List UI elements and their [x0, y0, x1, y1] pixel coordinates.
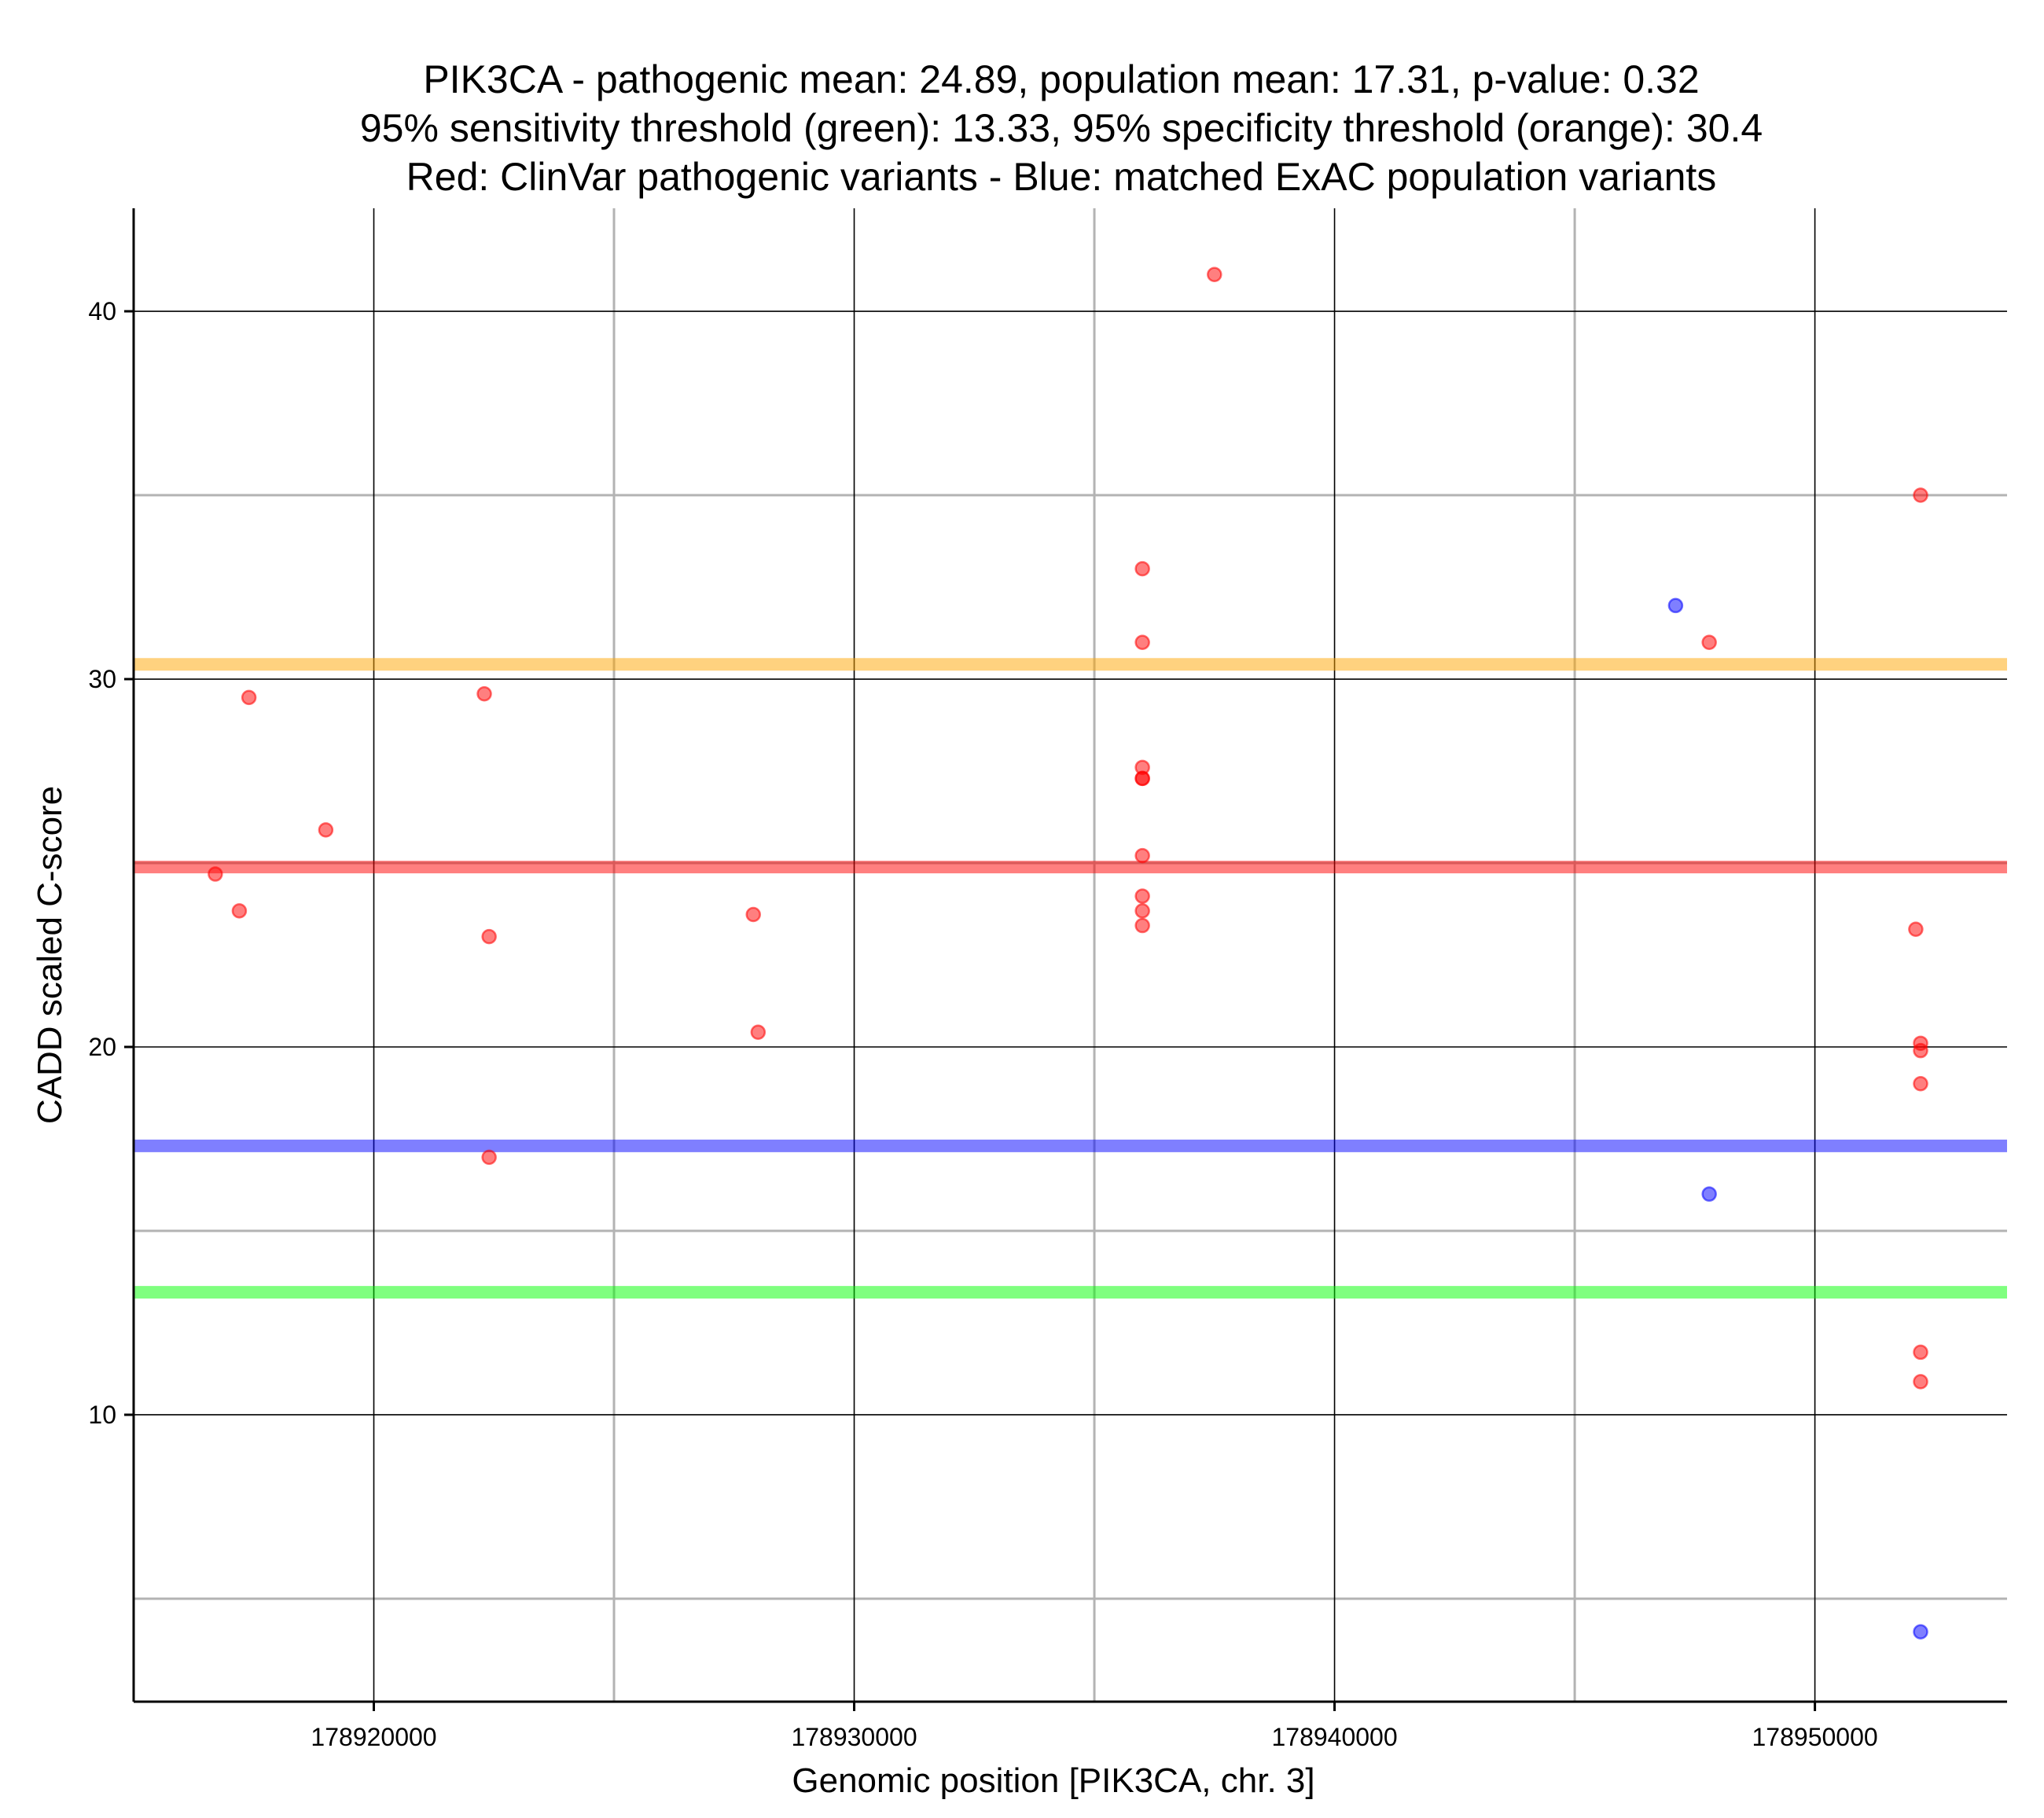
title-line-2: 95% sensitivity threshold (green): 13.33…	[360, 106, 1763, 150]
pathogenic-point-5	[481, 928, 497, 945]
pathogenic-point-3	[318, 822, 334, 838]
x-axis-label: Genomic position [PIK3CA, chr. 3]	[792, 1761, 1314, 1800]
pathogenic-point-24	[1913, 1076, 1928, 1092]
title-line-3: Red: ClinVar pathogenic variants - Blue:…	[406, 155, 1717, 199]
population-point-2	[1913, 1624, 1928, 1640]
pathogenic-point-23	[1913, 1042, 1928, 1059]
pathogenic-point-26	[1913, 1374, 1928, 1390]
pathogenic-point-6	[481, 1149, 497, 1166]
pathogenic-point-7	[745, 906, 761, 923]
pathogenic-point-8	[750, 1024, 766, 1041]
pathogenic-point-25	[1913, 1344, 1928, 1361]
pathogenic-point-17	[1134, 917, 1150, 934]
x-tick-label-3: 178950000	[1752, 1723, 1878, 1751]
chart-title: PIK3CA - pathogenic mean: 24.89, populat…	[360, 57, 1763, 199]
population-point-1	[1701, 1186, 1717, 1202]
pathogenic-point-0	[208, 866, 223, 882]
pathogenic-point-13	[1134, 770, 1150, 787]
pathogenic-point-4	[476, 685, 492, 702]
reference-lines	[134, 658, 2007, 1299]
y-tick-label-1: 20	[88, 1033, 116, 1061]
pathogenic-point-20	[1913, 487, 1928, 503]
pathogenic-point-1	[241, 689, 257, 706]
pathogenic-point-9	[1134, 560, 1150, 577]
grid-layer	[134, 208, 2007, 1702]
pathogenic-point-18	[1207, 266, 1222, 282]
pathogenic-point-15	[1134, 888, 1150, 904]
x-tick-label-1: 178930000	[791, 1723, 917, 1751]
y-tick-label-2: 30	[88, 665, 116, 693]
population-point-0	[1667, 597, 1684, 614]
y-tick-label-0: 10	[88, 1401, 116, 1429]
pathogenic-point-10	[1134, 634, 1150, 650]
data-points	[208, 266, 1928, 1640]
pathogenic-point-19	[1701, 634, 1717, 650]
title-line-1: PIK3CA - pathogenic mean: 24.89, populat…	[423, 57, 1699, 101]
pathogenic-point-16	[1134, 903, 1150, 919]
pathogenic-point-14	[1134, 847, 1150, 864]
x-tick-label-2: 178940000	[1271, 1723, 1397, 1751]
y-tick-label-3: 40	[88, 297, 116, 325]
y-axis-label: CADD scaled C-score	[31, 786, 69, 1124]
x-tick-label-0: 178920000	[311, 1723, 436, 1751]
pathogenic-point-21	[1908, 921, 1924, 937]
axes: 178920000 178930000 178940000 178950000 10 20…	[88, 208, 2007, 1751]
pathogenic-point-2	[231, 903, 248, 919]
